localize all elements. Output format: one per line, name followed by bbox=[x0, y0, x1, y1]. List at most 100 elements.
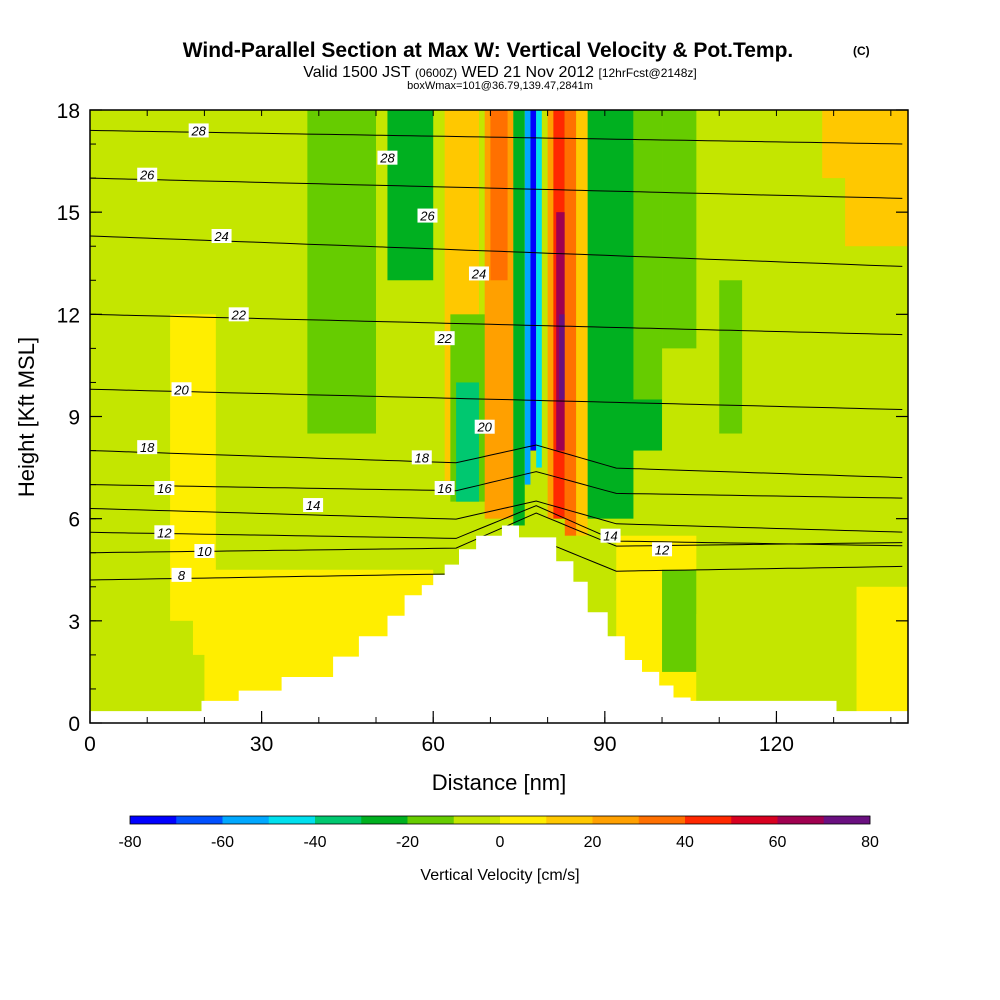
contour-label-text: 28 bbox=[190, 123, 206, 138]
velocity-cell bbox=[524, 110, 531, 485]
colorbar-swatch bbox=[592, 816, 640, 824]
y-tick-label: 0 bbox=[68, 713, 80, 736]
contour-label: 18 bbox=[137, 440, 158, 455]
contour-label-text: 10 bbox=[197, 544, 212, 559]
y-tick-label: 15 bbox=[57, 202, 80, 225]
contour-label-text: 12 bbox=[157, 525, 172, 540]
contour-label-text: 24 bbox=[213, 229, 228, 244]
contour-label: 26 bbox=[137, 167, 158, 183]
theta-contour-18 bbox=[90, 444, 903, 479]
contour-label-text: 18 bbox=[415, 450, 430, 465]
velocity-cell bbox=[456, 382, 479, 502]
x-tick-label: 0 bbox=[84, 733, 96, 756]
terrain-mask bbox=[90, 525, 908, 723]
chart-subtitle: Valid 1500 JST (0600Z) WED 21 Nov 2012 [… bbox=[303, 64, 696, 81]
contour-label: 10 bbox=[194, 544, 215, 559]
contour-label-text: 12 bbox=[655, 542, 670, 557]
velocity-cell bbox=[513, 110, 525, 526]
theta-contour-28 bbox=[90, 129, 903, 145]
velocity-cell bbox=[564, 110, 577, 536]
contour-label: 24 bbox=[211, 229, 232, 244]
contour-label-text: 26 bbox=[419, 209, 435, 224]
velocity-cell bbox=[90, 620, 193, 713]
colorbar-swatch bbox=[130, 816, 177, 824]
box-info: boxWmax=101@36.79,139.47,2841m bbox=[407, 80, 593, 92]
velocity-cell bbox=[856, 586, 908, 713]
contour-label-text: 16 bbox=[157, 481, 172, 496]
theta-contour-12 bbox=[90, 505, 903, 547]
velocity-cell bbox=[559, 314, 565, 400]
contour-label-text: 20 bbox=[476, 420, 492, 435]
y-axis-label: Height [Kft MSL] bbox=[14, 337, 39, 497]
x-axis-label: Distance [nm] bbox=[432, 770, 567, 795]
velocity-cell bbox=[387, 110, 434, 281]
theta-contour-20 bbox=[90, 388, 903, 410]
colorbar-swatch bbox=[823, 816, 871, 824]
chart-title: Wind-Parallel Section at Max W: Vertical… bbox=[183, 39, 794, 62]
theta-contour-26 bbox=[90, 177, 903, 199]
y-tick-label: 9 bbox=[68, 407, 80, 430]
velocity-cell bbox=[536, 110, 542, 468]
velocity-cell bbox=[696, 614, 748, 713]
contour-label-text: 26 bbox=[139, 168, 155, 183]
y-tick-label: 12 bbox=[57, 304, 80, 327]
subtitle-date: WED 21 Nov 2012 bbox=[462, 64, 595, 81]
velocity-cell bbox=[490, 110, 508, 281]
x-tick-label: 30 bbox=[250, 733, 273, 756]
colorbar-swatch bbox=[176, 816, 223, 824]
colorbar-tick-label: -40 bbox=[303, 834, 326, 851]
subtitle-valid: Valid 1500 JST bbox=[303, 64, 411, 81]
subtitle-utc: (0600Z) bbox=[415, 66, 457, 80]
theta-contour-14 bbox=[90, 500, 903, 533]
contour-label-text: 22 bbox=[436, 331, 452, 346]
colorbar-swatch bbox=[731, 816, 778, 824]
subtitle-forecast: [12hrFcst@2148z] bbox=[599, 66, 697, 80]
contour-label: 26 bbox=[417, 208, 438, 224]
colorbar-frame bbox=[129, 815, 871, 825]
colorbar-swatch bbox=[546, 816, 593, 824]
x-tick-label: 90 bbox=[593, 733, 616, 756]
colorbar-tick-label: 20 bbox=[584, 834, 602, 851]
y-tick-label: 6 bbox=[68, 509, 80, 532]
contour-label: 24 bbox=[468, 266, 489, 281]
colorbar-tick-label: 80 bbox=[861, 834, 879, 851]
contour-label: 12 bbox=[652, 542, 673, 557]
colorbar-tick-label: 40 bbox=[676, 834, 694, 851]
velocity-cell bbox=[662, 110, 697, 349]
contour-label: 18 bbox=[411, 450, 432, 465]
contour-label-text: 18 bbox=[140, 440, 155, 455]
colorbar-tick-label: -20 bbox=[396, 834, 419, 851]
contour-label-text: 14 bbox=[603, 529, 617, 544]
colorbar-tick-label: 0 bbox=[496, 834, 505, 851]
colorbar-swatch bbox=[407, 816, 455, 824]
contour-label-text: 14 bbox=[306, 498, 320, 513]
colorbar-swatch bbox=[222, 816, 270, 824]
contour-label-text: 28 bbox=[379, 151, 395, 166]
colorbar-swatch bbox=[777, 816, 825, 824]
contour-label-text: 16 bbox=[437, 481, 452, 496]
colorbar-title: Vertical Velocity [cm/s] bbox=[420, 867, 579, 884]
contour-label-text: 22 bbox=[230, 307, 246, 322]
theta-contour-10 bbox=[90, 512, 903, 554]
velocity-cell bbox=[719, 280, 743, 434]
velocity-cell bbox=[547, 110, 554, 519]
colorbar-tick-label: -60 bbox=[211, 834, 234, 851]
title-mark: (C) bbox=[853, 44, 870, 58]
contour-label-text: 20 bbox=[173, 382, 189, 397]
x-tick-label: 120 bbox=[759, 733, 794, 756]
colorbar-tick-label: -80 bbox=[118, 834, 141, 851]
y-tick-label: 3 bbox=[68, 611, 80, 634]
contour-label: 22 bbox=[228, 307, 249, 322]
colorbar-swatch bbox=[268, 816, 316, 824]
contour-label: 28 bbox=[377, 150, 398, 166]
contour-label: 16 bbox=[154, 481, 175, 496]
contour-label: 16 bbox=[434, 481, 455, 496]
contour-label: 22 bbox=[434, 331, 455, 346]
contour-label: 8 bbox=[171, 567, 192, 583]
contour-label: 20 bbox=[474, 419, 495, 435]
plot-area bbox=[90, 110, 908, 723]
contour-label-text: 8 bbox=[178, 568, 186, 583]
velocity-cell bbox=[662, 569, 697, 672]
contour-label: 20 bbox=[171, 382, 192, 397]
